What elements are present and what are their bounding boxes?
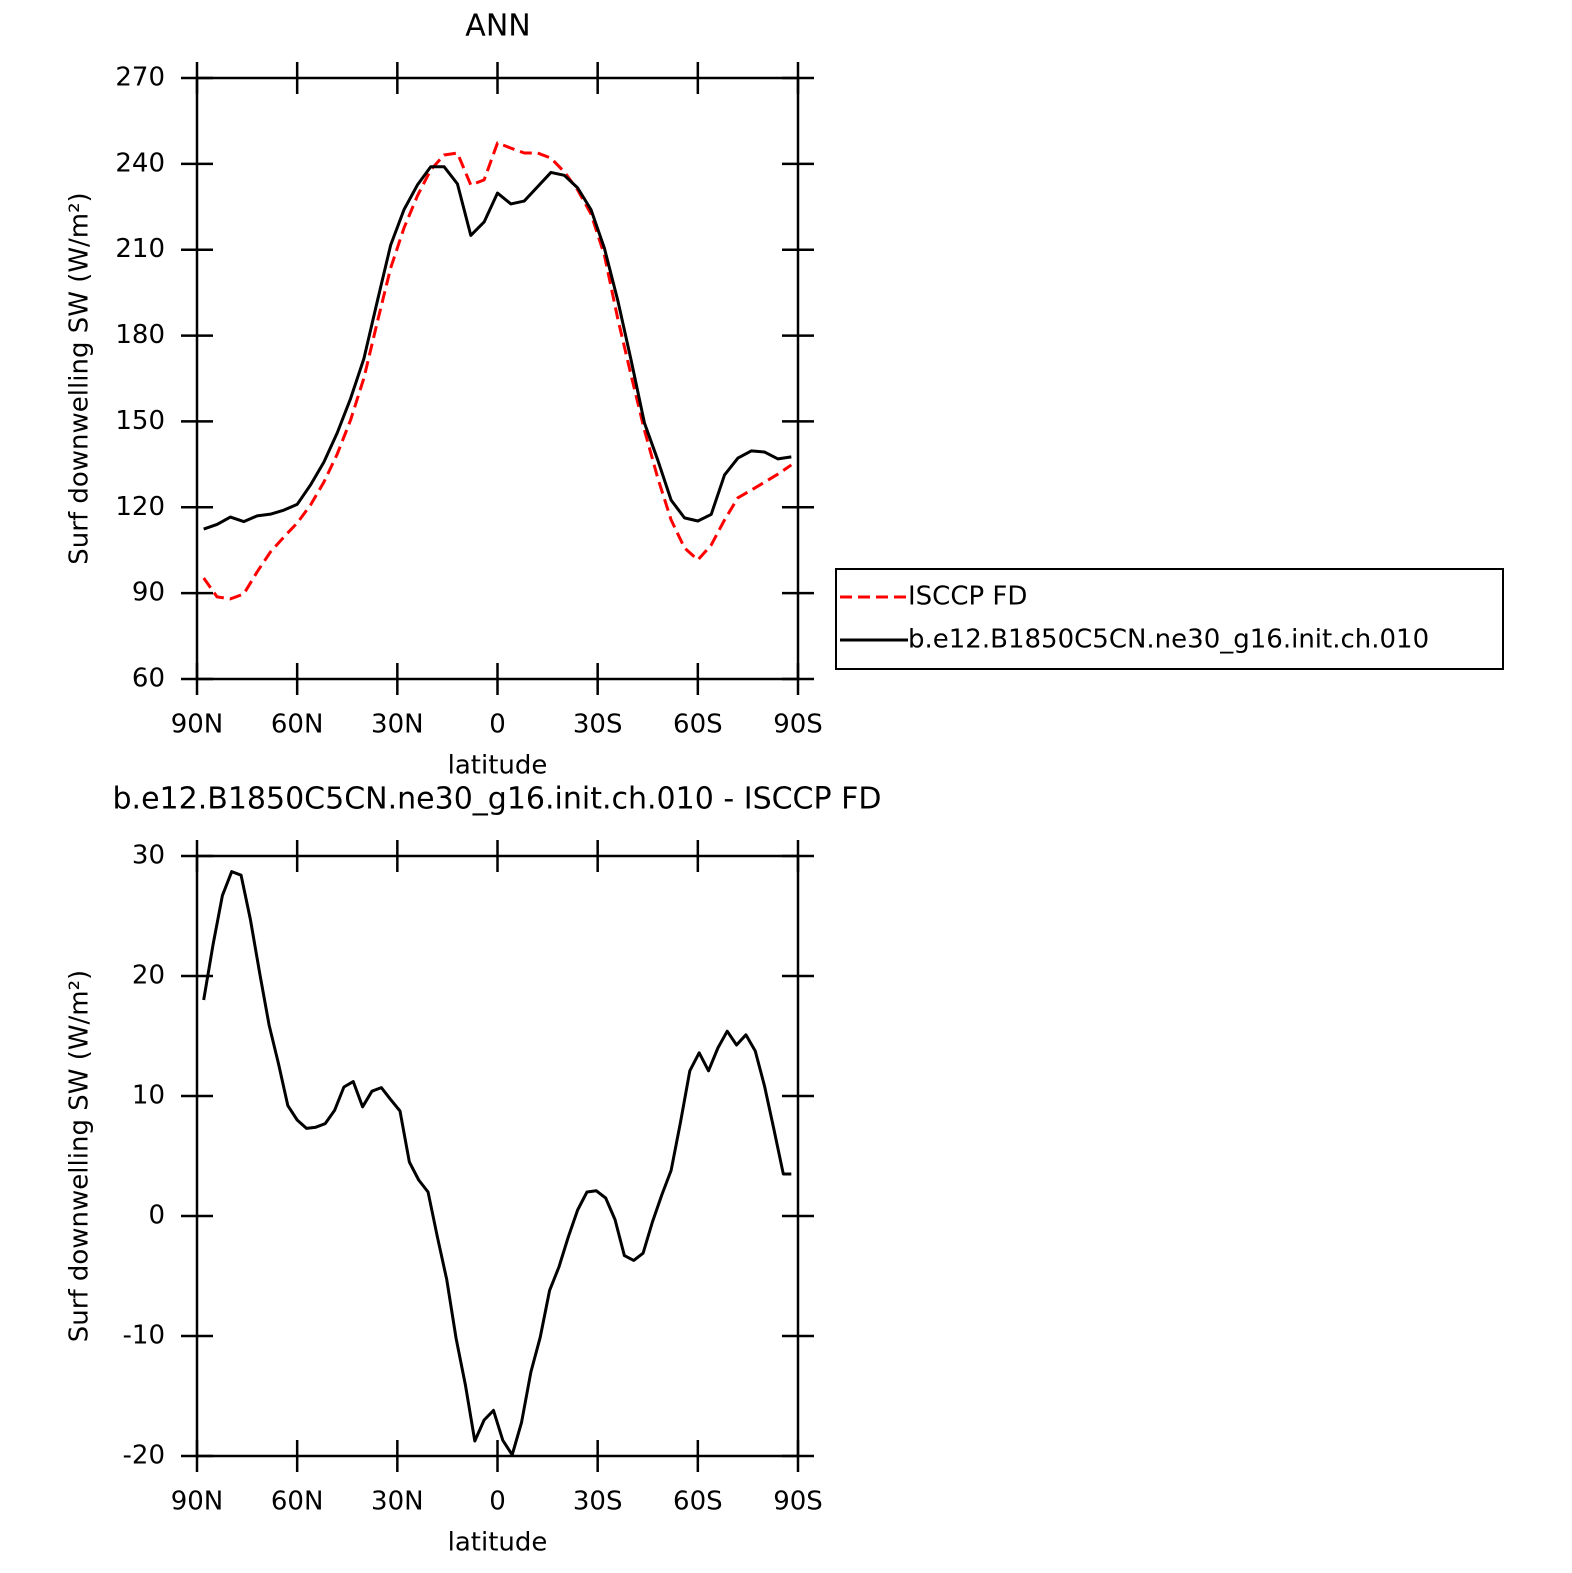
y-tick-label: 0	[148, 1201, 165, 1231]
legend: ISCCP FD b.e12.B1850C5CN.ne30_g16.init.ch…	[835, 568, 1504, 670]
y-tick-label: 120	[115, 492, 165, 522]
y-tick-label: 180	[115, 320, 165, 350]
legend-box	[835, 568, 1504, 670]
y-tick-label: 240	[115, 148, 165, 178]
y-tick-label: 90	[132, 578, 165, 608]
x-tick-label: 0	[489, 1487, 506, 1517]
data-line	[202, 141, 793, 601]
plot-frame	[195, 76, 800, 681]
x-tick-label: 60S	[673, 710, 723, 740]
x-tick-label: 60N	[271, 710, 324, 740]
x-tick-label: 90N	[171, 710, 224, 740]
x-tick-label: 30S	[573, 1487, 623, 1517]
data-line	[202, 870, 792, 1457]
y-tick-label: 60	[132, 664, 165, 694]
x-tick-label: 60N	[271, 1487, 324, 1517]
legend-label: ISCCP FD	[908, 582, 1027, 612]
y-tick-label: 10	[132, 1081, 165, 1111]
chart-title: ANN	[465, 9, 530, 44]
x-tick-label: 90N	[171, 1487, 224, 1517]
x-tick-label: 90S	[773, 1487, 823, 1517]
y-tick-label: -20	[123, 1441, 165, 1471]
y-tick-label: 270	[115, 63, 165, 93]
chart-title: b.e12.B1850C5CN.ne30_g16.init.ch.010 - I…	[113, 782, 882, 817]
x-axis-label: latitude	[448, 1528, 548, 1558]
legend-label: b.e12.B1850C5CN.ne30_g16.init.ch.010	[908, 625, 1429, 655]
x-tick-label: 30N	[371, 1487, 424, 1517]
y-tick-label: 30	[132, 841, 165, 871]
y-axis-label: Surf downwelling SW (W/m²)	[65, 970, 95, 1342]
y-axis-label: Surf downwelling SW (W/m²)	[65, 192, 95, 564]
x-tick-label: 60S	[673, 1487, 723, 1517]
x-tick-label: 30S	[573, 710, 623, 740]
x-tick-label: 0	[489, 710, 506, 740]
y-tick-label: 150	[115, 406, 165, 436]
x-axis-label: latitude	[448, 751, 548, 781]
x-tick-label: 30N	[371, 710, 424, 740]
data-line	[203, 165, 792, 531]
y-tick-label: -10	[123, 1321, 165, 1351]
y-tick-label: 210	[115, 234, 165, 264]
x-tick-label: 90S	[773, 710, 823, 740]
plot-frame	[195, 854, 800, 1458]
y-tick-label: 20	[132, 961, 165, 991]
